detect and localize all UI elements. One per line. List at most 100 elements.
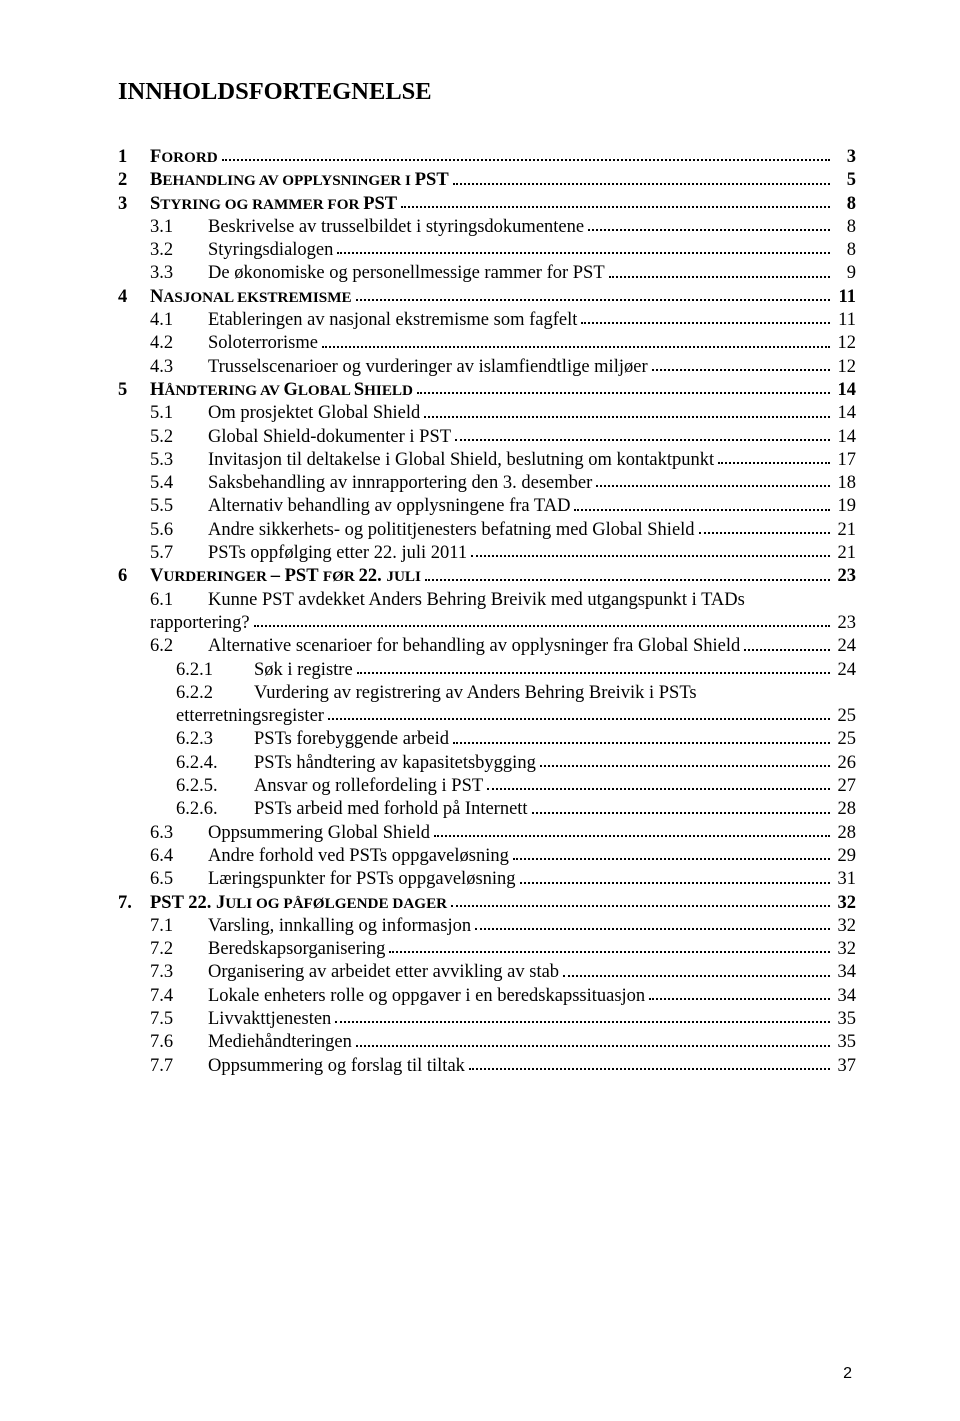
toc-entry-page: 34 — [832, 985, 856, 1008]
toc-entry-number: 7.3 — [150, 961, 202, 984]
toc-entry-label: Livvakttjenesten — [202, 1008, 333, 1031]
toc-entry-page: 34 — [832, 961, 856, 984]
toc-entry-label: Oppsummering Global Shield — [202, 822, 432, 845]
toc-entry-number: 7. — [118, 892, 150, 915]
toc-entry-number: 6.2.6. — [176, 798, 248, 821]
toc-entry-label: rapportering? — [150, 612, 252, 635]
toc-entry-number: 4.2 — [150, 332, 202, 355]
toc-leader-dots — [487, 787, 830, 790]
toc-entry-number: 5.3 — [150, 449, 202, 472]
toc-leader-dots — [424, 415, 830, 418]
toc-entry-number: 5.7 — [150, 542, 202, 565]
toc-entry-label: STYRING OG RAMMER FOR PST — [150, 193, 399, 216]
toc-entry-number: 4.1 — [150, 309, 202, 332]
toc-leader-dots — [475, 927, 830, 930]
toc-entry-page: 32 — [832, 892, 856, 915]
toc-entry-page: 21 — [832, 542, 856, 565]
toc-entry: 5.3Invitasjon til deltakelse i Global Sh… — [118, 449, 856, 472]
toc-leader-dots — [744, 648, 830, 651]
toc-leader-dots — [469, 1067, 830, 1070]
toc-leader-dots — [322, 345, 830, 348]
toc-entry-number: 3.3 — [150, 262, 202, 285]
toc-leader-dots — [455, 438, 830, 441]
toc-leader-dots — [532, 811, 830, 814]
toc-entry-label: Andre sikkerhets- og polititjenesters be… — [202, 519, 697, 542]
toc-leader-dots — [649, 997, 830, 1000]
toc-entry-page: 8 — [832, 239, 856, 262]
toc-leader-dots — [335, 1020, 830, 1023]
toc-leader-dots — [699, 531, 830, 534]
toc-entry: 5HÅNDTERING AV GLOBAL SHIELD14 — [118, 379, 856, 402]
toc-leader-dots — [453, 182, 830, 185]
toc-leader-dots — [451, 904, 830, 907]
toc-entry-label: HÅNDTERING AV GLOBAL SHIELD — [150, 379, 415, 402]
toc-entry-label: PST 22. JULI OG PÅFØLGENDE DAGER — [150, 892, 449, 915]
toc-leader-dots — [357, 671, 830, 674]
toc-entry: 1FORORD3 — [118, 146, 856, 169]
toc-entry-page: 5 — [832, 169, 856, 192]
toc-entry-page: 23 — [832, 612, 856, 635]
toc-entry-page: 25 — [832, 728, 856, 751]
toc-entry-label: NASJONAL EKSTREMISME — [150, 286, 354, 309]
toc-leader-dots — [581, 321, 830, 324]
toc-entry: 6.3Oppsummering Global Shield28 — [118, 822, 856, 845]
toc-entry-number: 3.1 — [150, 216, 202, 239]
toc-leader-dots — [417, 391, 830, 394]
toc-entry-page: 23 — [832, 565, 856, 588]
toc-entry: 3STYRING OG RAMMER FOR PST8 — [118, 193, 856, 216]
toc-entry-label: Saksbehandling av innrapportering den 3.… — [202, 472, 594, 495]
toc-entry: 2BEHANDLING AV OPPLYSNINGER I PST5 — [118, 169, 856, 192]
toc-entry-page: 35 — [832, 1031, 856, 1054]
toc-entry: 6.2.4.PSTs håndtering av kapasitetsbyggi… — [118, 752, 856, 775]
toc-entry-number: 6.4 — [150, 845, 202, 868]
toc-entry-page: 29 — [832, 845, 856, 868]
toc-entry-page: 11 — [832, 309, 856, 332]
toc-entry-label: Styringsdialogen — [202, 239, 335, 262]
toc-leader-dots — [337, 251, 830, 254]
toc-entry-page: 17 — [832, 449, 856, 472]
toc-entry: 7.4Lokale enheters rolle og oppgaver i e… — [118, 985, 856, 1008]
table-of-contents: 1FORORD32BEHANDLING AV OPPLYSNINGER I PS… — [118, 146, 856, 1078]
toc-leader-dots — [588, 228, 830, 231]
toc-entry: 7.6Mediehåndteringen35 — [118, 1031, 856, 1054]
toc-entry-page: 14 — [832, 426, 856, 449]
toc-leader-dots — [425, 578, 830, 581]
toc-entry-page: 18 — [832, 472, 856, 495]
toc-entry: 6VURDERINGER – PST FØR 22. JULI23 — [118, 565, 856, 588]
toc-entry-page: 32 — [832, 938, 856, 961]
toc-entry-label: Oppsummering og forslag til tiltak — [202, 1055, 467, 1078]
toc-entry-page: 27 — [832, 775, 856, 798]
toc-leader-dots — [328, 717, 830, 720]
toc-entry-number: 2 — [118, 169, 150, 192]
toc-entry-page: 24 — [832, 635, 856, 658]
toc-entry-page: 26 — [832, 752, 856, 775]
toc-entry-number: 3 — [118, 193, 150, 216]
toc-leader-dots — [574, 508, 830, 511]
toc-entry-number: 3.2 — [150, 239, 202, 262]
toc-leader-dots — [520, 881, 830, 884]
toc-entry-label: PSTs forebyggende arbeid — [248, 728, 451, 751]
toc-entry-number: 6 — [118, 565, 150, 588]
toc-entry-number: 6.2.1 — [176, 659, 248, 682]
toc-entry-label: Mediehåndteringen — [202, 1031, 354, 1054]
toc-entry-label: PSTs oppfølging etter 22. juli 2011 — [202, 542, 469, 565]
toc-entry: 6.1Kunne PST avdekket Anders Behring Bre… — [118, 589, 856, 612]
toc-entry-page: 35 — [832, 1008, 856, 1031]
toc-entry-number: 5.1 — [150, 402, 202, 425]
toc-entry-page: 11 — [832, 286, 856, 309]
toc-entry-number: 6.3 — [150, 822, 202, 845]
toc-leader-dots — [401, 205, 830, 208]
toc-entry-label: Trusselscenarioer og vurderinger av isla… — [202, 356, 650, 379]
toc-entry-label: Soloterrorisme — [202, 332, 320, 355]
toc-entry: 4NASJONAL EKSTREMISME 11 — [118, 286, 856, 309]
toc-entry-label: Lokale enheters rolle og oppgaver i en b… — [202, 985, 647, 1008]
toc-entry: 3.2Styringsdialogen 8 — [118, 239, 856, 262]
toc-entry-number: 6.2 — [150, 635, 202, 658]
toc-entry-number: 5.4 — [150, 472, 202, 495]
toc-entry-number: 4.3 — [150, 356, 202, 379]
toc-entry-label: Global Shield-dokumenter i PST — [202, 426, 453, 449]
toc-entry-number: 4 — [118, 286, 150, 309]
toc-entry: 5.1Om prosjektet Global Shield14 — [118, 402, 856, 425]
toc-entry-label: Andre forhold ved PSTs oppgaveløsning — [202, 845, 511, 868]
toc-entry: 6.2.5.Ansvar og rollefordeling i PST27 — [118, 775, 856, 798]
